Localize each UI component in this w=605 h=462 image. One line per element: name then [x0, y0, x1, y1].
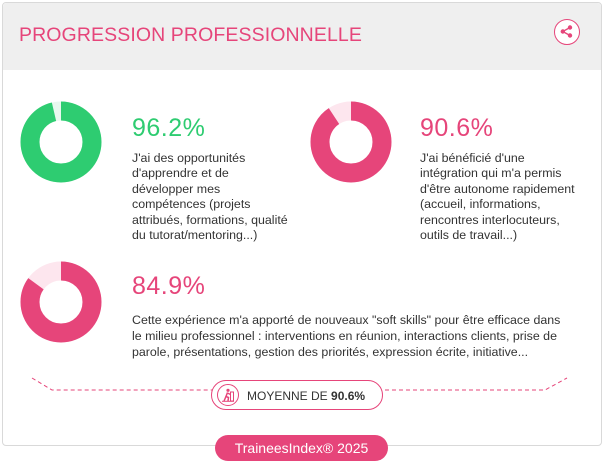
stat-description-1: J'ai des opportunités d'apprendre et de … [132, 151, 288, 243]
donut-chart-3 [20, 261, 102, 343]
stat-description-line: du tutorat/mentoring...) [132, 228, 258, 243]
stat-description-line: Cette expérience m'a apporté de nouveaux… [132, 313, 561, 327]
average-label: MOYENNE DE 90.6% [247, 389, 365, 403]
average-value: 90.6% [331, 389, 366, 403]
stat-description-3: Cette expérience m'a apporté de nouveaux… [132, 312, 560, 360]
donut-chart-2 [310, 101, 392, 183]
stat-description-2: J'ai bénéficié d'une intégration qui m'a… [420, 151, 575, 243]
donut-chart-1 [20, 101, 102, 183]
donut-arc-2 [310, 101, 392, 183]
stat-description-line: compétences (projets [132, 197, 251, 212]
footer-badge: TraineesIndex® 2025 [215, 435, 388, 461]
stat-description-line: développer mes [132, 181, 221, 196]
stat-description-line: J'ai bénéficié d'une [420, 151, 525, 165]
share-button[interactable] [554, 19, 580, 45]
card-header: PROGRESSION PROFESSIONNELLE [3, 3, 601, 70]
stats-card: PROGRESSION PROFESSIONNELLE [2, 2, 602, 446]
climber-icon [217, 384, 239, 406]
stat-description-line: parole, présentations, gestion des prior… [132, 345, 529, 359]
share-icon [560, 25, 573, 38]
stat-percent-1: 96.2% [132, 114, 206, 142]
dashed-divider [31, 377, 568, 391]
average-badge: MOYENNE DE 90.6% [211, 380, 383, 410]
stat-description-line: rencontres interlocuteurs, [420, 212, 560, 227]
page-title: PROGRESSION PROFESSIONNELLE [19, 24, 362, 46]
donut-arc-1 [20, 101, 102, 183]
stat-description-line: d'être autonome rapidement [420, 181, 575, 196]
stat-percent-3: 84.9% [132, 272, 206, 300]
average-label-text: MOYENNE DE [247, 389, 328, 403]
stat-percent-2: 90.6% [420, 114, 494, 142]
stat-description-line: outils de travail...) [420, 228, 518, 243]
stat-description-line: le milieu professionnel : interventions … [132, 329, 557, 343]
stat-description-line: J'ai des opportunités [132, 151, 246, 165]
stat-description-line: attribués, formations, qualité [132, 212, 288, 227]
stat-description-line: (accueil, informations, [420, 197, 541, 212]
donut-arc-3 [20, 261, 102, 343]
stat-description-line: intégration qui m'a permis [420, 166, 562, 181]
stat-description-line: d'apprendre et de [132, 166, 229, 181]
